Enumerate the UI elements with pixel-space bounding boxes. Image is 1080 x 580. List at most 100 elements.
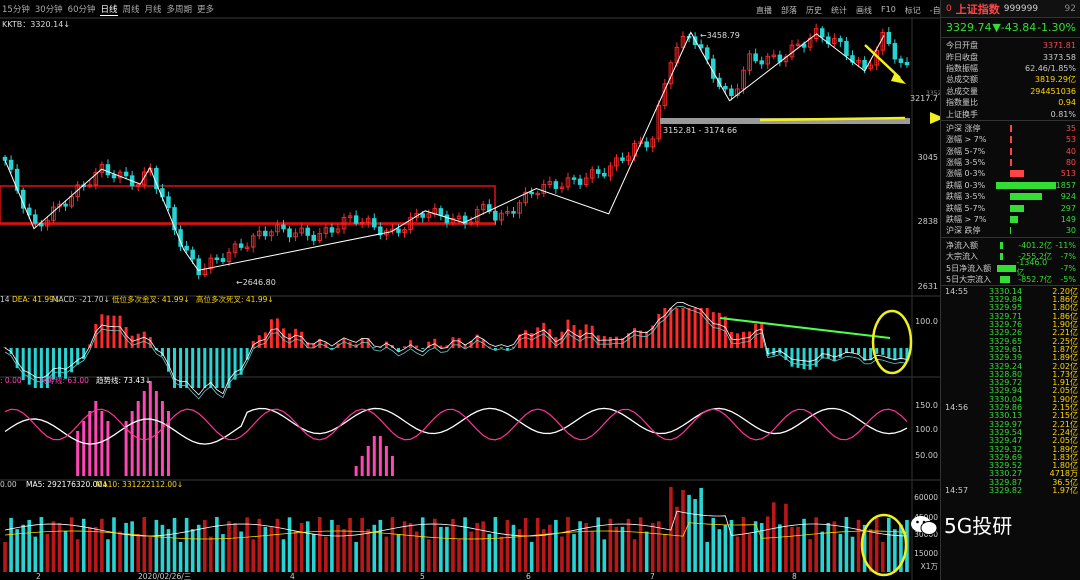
macd-bar [536, 327, 540, 348]
volume-bar [499, 536, 504, 572]
tick-row: 3329.47 2.05亿 [941, 436, 1080, 446]
macd-bar [893, 348, 897, 361]
macd-bar [729, 332, 733, 348]
panel-code: 0 [946, 3, 952, 14]
volume-bar [281, 539, 286, 572]
macd-bar [469, 340, 473, 348]
breadth-bar [1010, 136, 1012, 144]
macd-bar [306, 342, 310, 348]
volume-highlight [860, 513, 908, 577]
volume-bar [330, 519, 334, 572]
tick-price: 3328.80 [989, 369, 1023, 379]
candle [614, 157, 619, 167]
volume-bar [275, 518, 280, 572]
period-5[interactable]: 月线 [144, 5, 162, 15]
right-tab-7[interactable]: -自选 [930, 5, 949, 16]
kline-chart[interactable]: ←3458.79 ←2646.80 3152.81 - 3174.66 3352321… [0, 0, 940, 580]
right-tab-2[interactable]: 历史 [806, 6, 822, 15]
period-0[interactable]: 15分钟 [2, 5, 30, 15]
right-tab-5[interactable]: F10 [881, 5, 896, 14]
tick-vol: 1.86亿 [1052, 295, 1078, 305]
candle [493, 210, 498, 221]
right-tab-0[interactable]: 直播 [756, 6, 772, 15]
macd-bar [300, 331, 304, 348]
volume-bar [251, 539, 256, 572]
candle [87, 184, 93, 187]
box-upper [0, 185, 496, 225]
macd-bar [33, 348, 37, 388]
tick-price: 3329.94 [989, 386, 1023, 396]
macd-bar [3, 347, 7, 348]
volume-bar [420, 517, 425, 572]
period-7[interactable]: 更多 [197, 5, 215, 15]
macd-bar [754, 323, 758, 348]
candle [723, 86, 728, 90]
candle [232, 243, 238, 253]
stat-label: 上证换手 [946, 109, 978, 119]
volume-bar [360, 517, 364, 572]
macd-bar [524, 330, 528, 348]
candle [117, 171, 123, 179]
volume-bar [354, 541, 358, 572]
volume-bar [723, 524, 728, 572]
right-tab-6[interactable]: 标记 [904, 6, 921, 15]
watermark: 5G投研 [910, 510, 1012, 539]
candle [680, 35, 686, 48]
volume-bar [445, 526, 449, 572]
tick-vol: 1.87亿 [1052, 344, 1078, 354]
flow-value: -852.7亿 [1018, 275, 1052, 284]
vol-legend: 0.00 [0, 480, 17, 489]
spike-bar [390, 456, 394, 476]
candle [75, 184, 80, 197]
flow-row: 净流入额 -401.2亿 -11% [941, 240, 1080, 251]
volume-bar [154, 519, 159, 572]
volume-bar [402, 521, 407, 572]
tick-vol: 2.20亿 [1052, 286, 1078, 296]
right-tab-1[interactable]: 部落 [781, 6, 797, 15]
volume-bar [202, 519, 207, 572]
volume-bar [590, 531, 594, 572]
macd-bar [711, 312, 715, 348]
volume-bar [166, 529, 171, 572]
high-label: ←3458.79 [700, 31, 740, 40]
candle [135, 184, 141, 187]
tick-row: 3329.24 2.02亿 [941, 362, 1080, 371]
period-3[interactable]: 日线 [100, 4, 118, 16]
candle [856, 59, 861, 63]
period-4[interactable]: 周线 [122, 5, 140, 15]
flow-bar [1000, 276, 1010, 283]
breadth-bar [1010, 159, 1012, 167]
macd-bar [463, 344, 467, 348]
volume-bar [433, 518, 437, 572]
macd-bar [263, 332, 267, 348]
macd-bar [499, 347, 503, 348]
vol-axis: 60000 [914, 493, 938, 502]
period-2[interactable]: 60分钟 [67, 5, 96, 15]
right-tab-4[interactable]: 画线 [856, 6, 872, 15]
divergence-line [719, 317, 891, 339]
candle [553, 181, 559, 189]
volume-bar [106, 539, 110, 572]
flow-bar [1000, 253, 1003, 261]
breadth-label: 涨幅 0-3% [946, 169, 986, 179]
macd-bar [844, 348, 848, 353]
period-toolbar: 15分钟 30分钟 60分钟 日线 周线 月线 多周期 更多 [0, 0, 214, 18]
tick-price: 3329.47 [989, 436, 1023, 446]
right-tab-3[interactable]: 统计 [831, 6, 847, 15]
ind2-legend: 趋势线: 73.43↓ [96, 375, 151, 385]
candle [862, 59, 867, 69]
macd-bar [209, 348, 213, 388]
macd-bar [227, 348, 231, 388]
volume-bar [735, 536, 740, 572]
macd-bar [360, 338, 364, 348]
candle [39, 222, 44, 227]
index-name[interactable]: 上证指数 [955, 2, 1000, 16]
period-1[interactable]: 30分钟 [34, 5, 63, 15]
macd-bar [669, 308, 673, 348]
macd-bar [766, 348, 770, 356]
stat-value: 294451036 [1030, 86, 1076, 96]
volume-bar [880, 541, 885, 572]
spike-bar [354, 466, 358, 476]
tick-price: 3329.95 [989, 303, 1023, 313]
period-6[interactable]: 多周期 [166, 5, 193, 15]
